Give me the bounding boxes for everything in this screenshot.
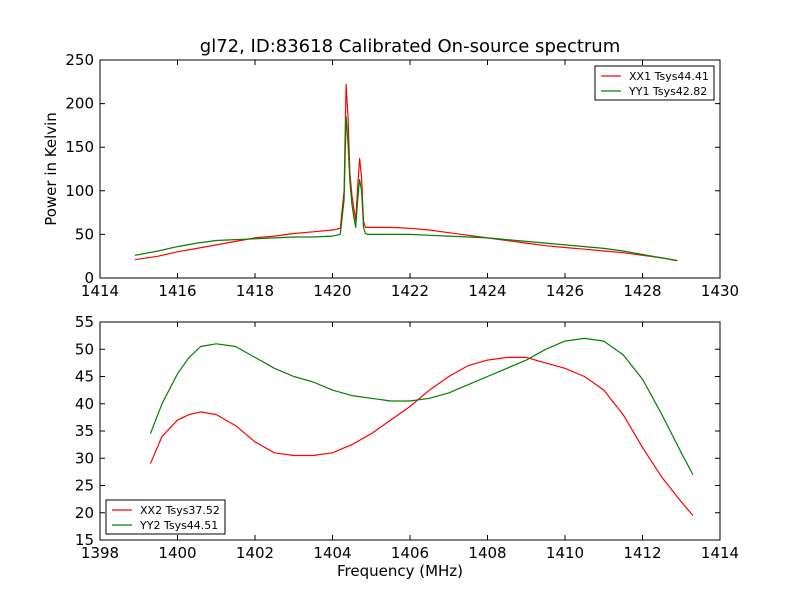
x-tick-label: 1424: [468, 282, 506, 300]
y-tick-label: 150: [65, 138, 94, 156]
x-tick-label: 1414: [701, 544, 739, 562]
x-tick-label: 1402: [236, 544, 274, 562]
y-tick-label: 25: [75, 477, 94, 495]
x-tick-label: 1416: [158, 282, 196, 300]
x-tick-label: 1430: [701, 282, 739, 300]
bottom-spectrum-plot: 1398 1400 1402 1404 1406 1408 1410 1412 1414 15 20…: [75, 313, 739, 580]
x-tick-label: 1426: [546, 282, 584, 300]
x-tick-label: 1410: [546, 544, 584, 562]
y-tick-label: 35: [75, 422, 94, 440]
x-tick-label: 1420: [313, 282, 351, 300]
legend-entry: YY2 Tsys44.51: [139, 519, 218, 532]
y-tick-label: 40: [75, 395, 94, 413]
y-tick-label: 45: [75, 368, 94, 386]
y-tick-label: 20: [75, 504, 94, 522]
y-tick-label: 55: [75, 313, 94, 331]
legend-entry: XX1 Tsys44.41: [629, 70, 709, 83]
y-axis-label: Power in Kelvin: [42, 112, 60, 226]
y-tick-label: 50: [75, 340, 94, 358]
y-tick-label: 0: [84, 269, 94, 287]
y-tick-label: 30: [75, 449, 94, 467]
x-axis-label: Frequency (MHz): [337, 562, 463, 580]
x-tick-label: 1400: [158, 544, 196, 562]
x-tick-label: 1418: [236, 282, 274, 300]
x-tick-label: 1406: [391, 544, 429, 562]
x-tick-label: 1422: [391, 282, 429, 300]
x-tick-label: 1414: [81, 282, 119, 300]
legend-box: [594, 65, 715, 101]
series-line-red: [149, 356, 694, 516]
legend-entry: YY1 Tsys42.82: [628, 85, 707, 98]
series-line-red: [134, 83, 678, 262]
y-tick-label: 50: [75, 225, 94, 243]
series-line-green: [134, 116, 678, 262]
series-line-green: [149, 337, 694, 475]
legend: XX2 Tsys37.52 YY2 Tsys44.51: [105, 499, 226, 535]
x-tick-label: 1408: [468, 544, 506, 562]
y-tick-label: 250: [65, 51, 94, 69]
chart-title: gl72, ID:83618 Calibrated On-source spec…: [200, 36, 620, 57]
top-spectrum-plot: 1414 1416 1418 1420 1422 1424 1426 1428 1430 0 50 1…: [42, 51, 739, 300]
y-tick-label: 100: [65, 182, 94, 200]
legend: XX1 Tsys44.41 YY1 Tsys42.82: [594, 65, 715, 101]
x-tick-label: 1404: [313, 544, 351, 562]
x-tick-label: 1412: [623, 544, 661, 562]
x-tick-label: 1398: [81, 544, 119, 562]
legend-box: [105, 499, 226, 535]
legend-entry: XX2 Tsys37.52: [140, 504, 220, 517]
y-tick-label: 15: [75, 531, 94, 549]
y-tick-label: 200: [65, 95, 94, 113]
x-tick-label: 1428: [623, 282, 661, 300]
